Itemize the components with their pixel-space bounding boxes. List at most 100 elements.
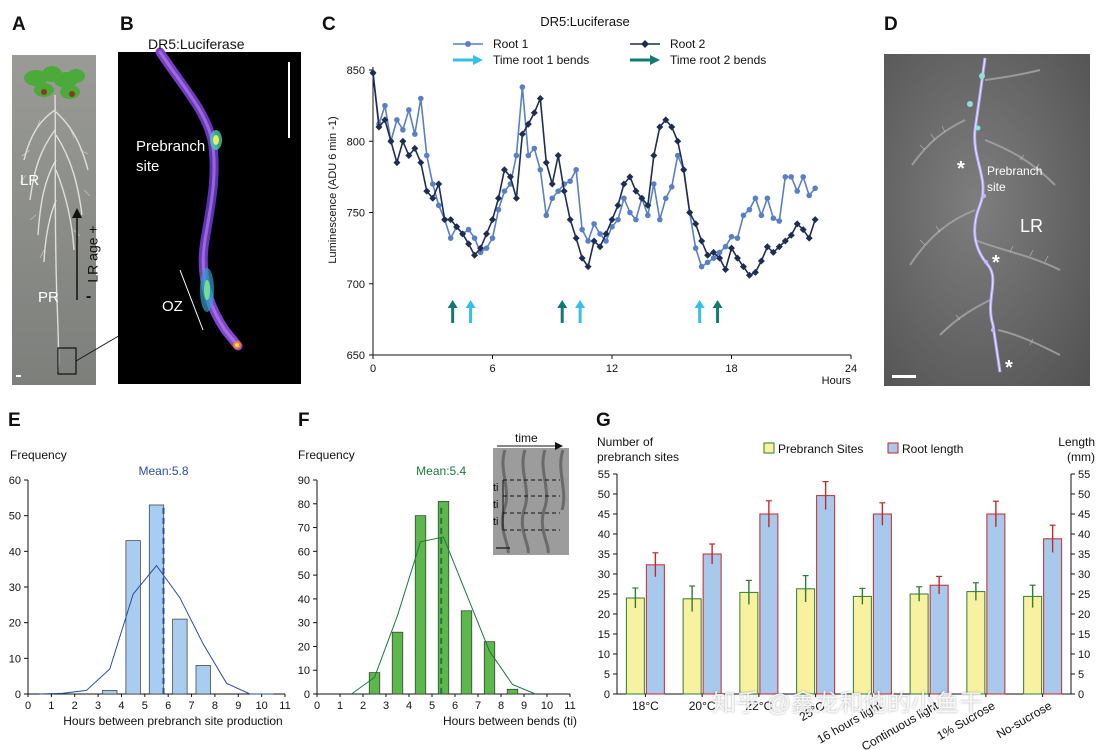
c-y-tick-label: 850 <box>347 65 365 77</box>
f-fit-line <box>351 536 536 695</box>
panel-d-site-label: site <box>987 180 1006 194</box>
c-series-2-point <box>506 173 514 181</box>
g-bar-prebranch <box>1023 595 1043 695</box>
f-x-tick-label: 5 <box>429 700 435 712</box>
e-y-tick-label: 40 <box>9 546 21 558</box>
c-series-1-point <box>531 145 538 152</box>
g-y-tick-label-right: 15 <box>1078 629 1090 641</box>
c-series-1-point <box>800 174 806 180</box>
f-x-tick-label: 2 <box>360 700 366 712</box>
g-bar-prebranch <box>966 591 986 695</box>
g-bar-length <box>645 564 665 695</box>
g-y-tick-label-left: 5 <box>604 669 610 681</box>
c-series-1-point <box>471 235 478 241</box>
g-bar-prebranch <box>909 593 929 695</box>
e-x-tick-label: 11 <box>279 700 290 712</box>
e-x-tick-label: 8 <box>212 700 218 712</box>
c-series-1-point <box>621 195 627 202</box>
c-series-1-point <box>418 95 424 102</box>
c-series-2-point <box>710 248 718 256</box>
g-y-axis-label-right-2: (mm) <box>1067 450 1095 464</box>
g-y-tick-label-right: 55 <box>1078 469 1090 481</box>
e-x-tick-label: 2 <box>72 700 78 712</box>
c-series-1-point <box>382 102 388 109</box>
c-y-tick-label: 750 <box>347 208 365 220</box>
e-bar <box>195 665 211 695</box>
c-series-1-point <box>615 216 621 223</box>
g-bar-length <box>702 553 722 695</box>
c-x-tick-label: 0 <box>370 363 376 375</box>
c-series-2-point <box>626 173 634 181</box>
f-y-tick-label: 70 <box>298 523 310 535</box>
g-y-axis-label-right-1: Length <box>1058 435 1095 449</box>
c-series-2-point <box>674 137 682 145</box>
c-series-2-point <box>775 243 783 251</box>
e-y-tick-label: 0 <box>15 689 21 701</box>
c-series-1-point <box>722 243 729 250</box>
c-series-2-point <box>811 216 819 224</box>
c-series-1-point <box>782 174 789 180</box>
c-series-2-point <box>739 263 747 271</box>
panel-a-lr-label: LR <box>20 172 40 189</box>
panel-f-inset-ti-1: ti <box>493 482 499 494</box>
c-bend-arrow-1-head <box>712 300 723 308</box>
c-legend-label-1: Root 1 <box>493 37 529 51</box>
c-series-2-point <box>584 263 592 271</box>
e-x-tick-label: 4 <box>118 700 124 712</box>
e-x-tick-label: 6 <box>165 700 171 712</box>
e-x-tick-label: 0 <box>25 700 31 712</box>
c-series-1-point <box>394 117 400 123</box>
panel-b-site-label: site <box>136 158 160 175</box>
g-bar-prebranch <box>796 588 816 695</box>
c-series-1-point <box>447 235 454 241</box>
panel-letter-f: F <box>298 410 310 431</box>
c-series-1-point <box>465 226 472 233</box>
c-series-2-point <box>423 187 431 195</box>
c-legend-label-4: Time root 2 bends <box>670 53 766 67</box>
f-y-tick-label: 50 <box>298 570 310 582</box>
c-series-1-point <box>728 233 735 240</box>
f-x-tick-label: 11 <box>564 700 575 712</box>
c-series-1-point <box>710 255 717 261</box>
f-y-tick-label: 30 <box>298 618 310 630</box>
g-y-tick-label-left: 0 <box>604 689 610 701</box>
c-legend-label-3: Time root 1 bends <box>493 53 589 67</box>
f-y-tick-label: 40 <box>298 594 310 606</box>
panel-d-lr-label: LR <box>1020 216 1044 236</box>
c-title: DR5:Luciferase <box>540 14 630 29</box>
c-series-2-point <box>447 216 455 224</box>
c-series-2-point <box>769 248 777 256</box>
c-series-2-point <box>787 231 795 239</box>
c-series-2-point <box>781 237 789 245</box>
c-series-1-point <box>513 152 520 159</box>
c-series-1-point <box>549 195 556 202</box>
f-bar <box>483 641 496 695</box>
c-series-1-point <box>645 212 651 219</box>
c-series-2-point <box>620 180 628 188</box>
f-y-tick-label: 20 <box>298 641 310 653</box>
c-series-2-point <box>435 180 443 188</box>
c-series-1-point <box>752 195 759 202</box>
g-y-tick-label-left: 20 <box>598 609 610 621</box>
c-series-1-point <box>716 249 723 256</box>
c-series-2-point <box>411 144 419 152</box>
panel-letter-e: E <box>8 410 21 431</box>
g-bar-prebranch <box>682 598 702 695</box>
g-y-tick-label-left: 30 <box>598 569 610 581</box>
f-x-tick-label: 10 <box>541 700 553 712</box>
c-series-2-point <box>369 69 377 77</box>
g-category-label: 18°C <box>632 699 659 713</box>
e-x-tick-label: 5 <box>142 700 148 712</box>
c-x-tick-label: 18 <box>725 363 737 375</box>
c-bend-arrow-1-head <box>557 300 568 308</box>
g-y-tick-label-left: 25 <box>598 589 610 601</box>
e-bar <box>172 618 188 695</box>
g-legend-swatch-1 <box>763 442 775 454</box>
panel-a-pr-label: PR <box>38 289 59 306</box>
c-series-1-point <box>591 221 597 227</box>
watermark: 知乎 @鑫龙和他的小鱼干 <box>712 690 984 717</box>
c-legend-marker <box>641 40 649 48</box>
panel-f-inset-ti-2: ti <box>493 499 499 511</box>
c-series-2-point <box>471 251 479 259</box>
c-series-1-point <box>609 223 615 230</box>
